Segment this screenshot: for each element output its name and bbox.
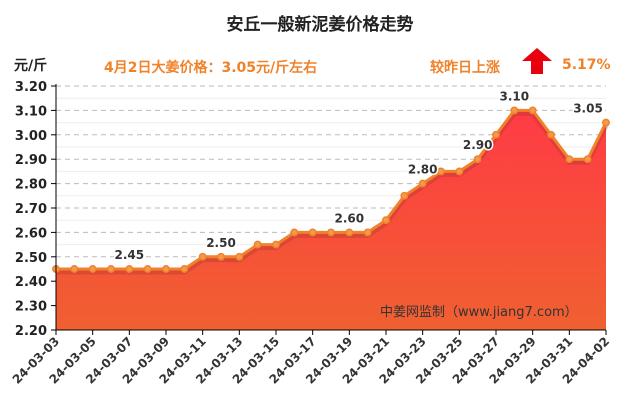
data-point: [143, 265, 152, 273]
data-point: [217, 252, 225, 261]
y-tick-label: 2.70: [15, 202, 47, 217]
data-point: [107, 265, 115, 273]
data-point: [583, 155, 592, 164]
y-tick-label: 2.50: [15, 251, 47, 266]
data-point: [363, 228, 372, 237]
data-point: [125, 265, 134, 273]
data-point: [327, 228, 335, 237]
data-point: [162, 265, 170, 273]
data-point: [308, 228, 317, 237]
y-tick-label: 3.20: [15, 80, 47, 95]
data-point: [70, 265, 79, 273]
chart-title: 安丘一般新泥姜价格走势: [226, 15, 414, 35]
data-point: [290, 228, 299, 237]
data-label: 2.50: [206, 236, 236, 250]
data-point: [547, 130, 555, 139]
data-point: [272, 240, 280, 249]
y-tick-label: 2.20: [15, 324, 47, 339]
data-point: [235, 252, 244, 261]
data-label: 3.10: [500, 89, 530, 103]
data-point: [528, 106, 537, 115]
data-point: [345, 228, 354, 237]
y-tick-label: 2.80: [15, 178, 47, 193]
data-point: [455, 167, 464, 176]
data-point: [198, 252, 207, 261]
up-arrow-icon: [522, 48, 552, 74]
y-tick-label: 2.60: [15, 226, 47, 241]
data-point: [492, 130, 500, 139]
y-tick-label: 3.00: [15, 129, 47, 144]
data-label: 2.90: [463, 138, 493, 152]
y-axis-unit: 元/斤: [14, 58, 48, 74]
data-point: [510, 106, 519, 115]
data-label: 2.45: [115, 248, 145, 262]
y-tick-label: 2.40: [15, 275, 47, 290]
y-tick-label: 3.10: [15, 104, 47, 119]
data-point: [602, 118, 610, 127]
change-percent: 5.17%: [562, 57, 611, 73]
y-tick-label: 2.90: [15, 153, 47, 168]
data-point: [473, 155, 482, 164]
y-tick-label: 2.30: [15, 300, 47, 315]
source-watermark: 中姜网监制（www.jiang7.com）: [380, 305, 578, 320]
data-point: [400, 191, 409, 200]
data-point: [437, 167, 445, 176]
data-point: [253, 240, 262, 249]
price-annotation: 4月2日大姜价格：3.05元/斤左右: [104, 60, 318, 76]
data-label: 2.60: [335, 211, 365, 225]
data-label: 2.80: [408, 163, 438, 177]
data-point: [382, 216, 390, 225]
data-label: 3.05: [573, 102, 603, 116]
data-point: [565, 155, 574, 164]
data-point: [88, 265, 97, 273]
data-point: [180, 265, 189, 273]
data-point: [418, 179, 427, 188]
change-label: 较昨日上涨: [430, 60, 500, 76]
